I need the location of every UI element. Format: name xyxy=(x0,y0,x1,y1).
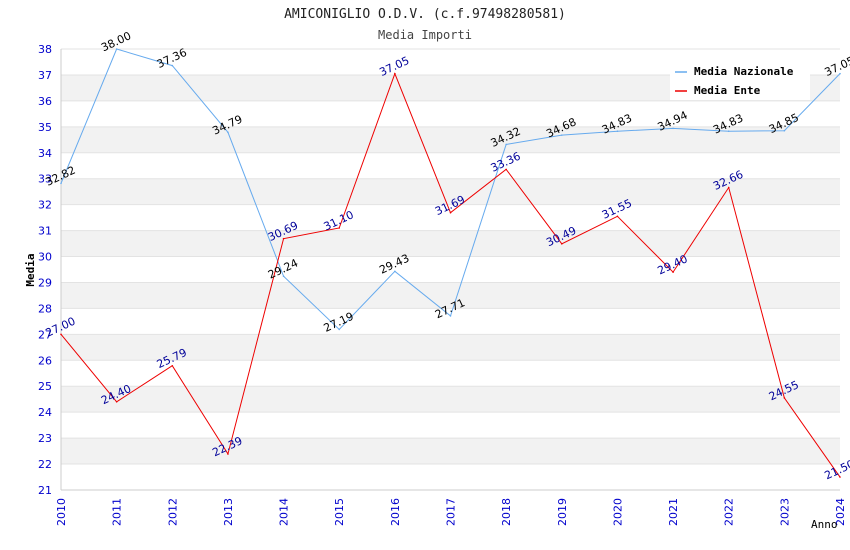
x-tick-label: 2023 xyxy=(778,498,791,526)
y-tick-label: 38 xyxy=(38,43,52,56)
y-axis-ticks: 21 22 23 24 25 26 27 28 29 30 31 32 33 34 35 36 37 38 xyxy=(38,43,52,497)
data-point xyxy=(227,131,229,134)
y-tick-label: 21 xyxy=(38,484,52,497)
legend-label-ente: Media Ente xyxy=(694,84,761,97)
grid-band xyxy=(61,334,840,361)
y-tick-label: 34 xyxy=(38,147,52,160)
grid-band xyxy=(61,360,840,387)
y-tick-label: 29 xyxy=(38,276,52,289)
x-tick-label: 2015 xyxy=(333,498,346,526)
x-tick-label: 2018 xyxy=(500,498,513,526)
grid-band xyxy=(61,178,840,205)
grid-band xyxy=(61,100,840,127)
x-tick-label: 2012 xyxy=(166,498,179,526)
grid-band xyxy=(61,256,840,283)
y-tick-label: 27 xyxy=(38,328,52,341)
x-tick-label: 2021 xyxy=(667,498,680,526)
data-point xyxy=(449,211,452,214)
data-point xyxy=(60,333,62,336)
grid-band xyxy=(61,282,840,309)
grid-band xyxy=(61,230,840,257)
data-point xyxy=(839,476,841,478)
grid-band xyxy=(61,412,840,439)
data-point xyxy=(171,64,174,67)
x-tick-label: 2014 xyxy=(278,498,291,526)
data-point xyxy=(227,453,229,455)
legend: Media Nazionale Media Ente xyxy=(670,62,810,100)
data-point xyxy=(560,243,563,245)
y-tick-label: 23 xyxy=(38,432,52,445)
x-tick-label: 2016 xyxy=(389,498,402,526)
y-tick-label: 32 xyxy=(38,199,52,212)
x-tick-label: 2010 xyxy=(55,498,68,526)
y-tick-label: 33 xyxy=(38,173,52,186)
x-tick-label: 2011 xyxy=(111,498,124,526)
y-axis-label: Media xyxy=(24,253,37,286)
data-point xyxy=(727,130,730,133)
data-point xyxy=(783,129,786,132)
grid-band xyxy=(61,308,840,335)
grid-band xyxy=(61,152,840,179)
series-group xyxy=(60,48,841,478)
data-point xyxy=(783,397,786,399)
y-tick-label: 31 xyxy=(38,225,52,238)
data-point xyxy=(839,72,841,75)
data-point xyxy=(505,168,507,171)
x-tick-label: 2017 xyxy=(445,498,458,526)
y-tick-label: 28 xyxy=(38,302,52,315)
x-tick-label: 2024 xyxy=(834,498,847,526)
x-tick-label: 2020 xyxy=(611,498,624,526)
data-point xyxy=(60,182,62,185)
grid-band xyxy=(61,126,840,153)
data-point xyxy=(115,401,118,403)
legend-label-nazionale: Media Nazionale xyxy=(694,65,794,78)
grid-band xyxy=(61,204,840,231)
data-point xyxy=(394,270,396,273)
x-axis-label: Anno xyxy=(811,518,838,531)
x-tick-label: 2022 xyxy=(723,498,736,526)
x-axis-ticks: 2010 2011 2012 2013 2014 2015 2016 2017 2018 2019… xyxy=(55,498,847,526)
grid-band xyxy=(61,464,840,490)
data-point xyxy=(616,215,619,218)
data-point xyxy=(672,271,674,273)
data-point xyxy=(727,186,730,189)
grid-band xyxy=(61,438,840,465)
data-point xyxy=(616,130,619,133)
data-point xyxy=(505,143,507,146)
y-tick-label: 25 xyxy=(38,380,52,393)
data-point xyxy=(282,275,285,278)
grid-bands xyxy=(61,48,840,491)
data-point xyxy=(115,48,118,50)
data-point xyxy=(282,237,285,240)
data-point xyxy=(171,364,174,367)
chart-subtitle: Media Importi xyxy=(378,28,472,42)
grid-band xyxy=(61,386,840,413)
y-tick-label: 30 xyxy=(38,251,52,264)
x-tick-label: 2013 xyxy=(222,498,235,526)
legend-background xyxy=(670,62,810,100)
y-tick-label: 22 xyxy=(38,458,52,471)
y-tick-label: 36 xyxy=(38,95,52,108)
y-tick-label: 26 xyxy=(38,354,52,367)
y-tick-label: 24 xyxy=(38,406,52,419)
data-point xyxy=(394,72,396,75)
data-point xyxy=(338,227,341,229)
data-point xyxy=(560,134,563,136)
data-point xyxy=(672,127,674,130)
data-point xyxy=(338,328,341,331)
data-point xyxy=(449,315,452,317)
y-tick-label: 37 xyxy=(38,69,52,82)
y-tick-label: 35 xyxy=(38,121,52,134)
chart-title: AMICONIGLIO O.D.V. (c.f.97498280581) xyxy=(284,7,566,22)
x-tick-label: 2019 xyxy=(556,498,569,526)
